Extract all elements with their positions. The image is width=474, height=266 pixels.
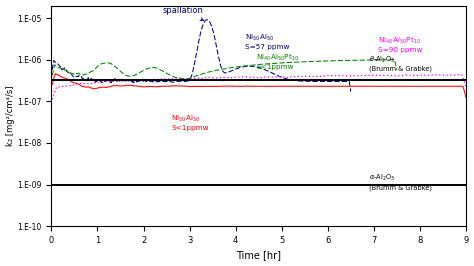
X-axis label: Time [hr]: Time [hr] [236,251,281,260]
Y-axis label: k₂ [mg²/cm⁴/s]: k₂ [mg²/cm⁴/s] [6,86,15,146]
Text: Ni$_{50}$Al$_{50}$
S<1ppmw: Ni$_{50}$Al$_{50}$ S<1ppmw [171,114,209,131]
Text: spallation: spallation [162,6,204,21]
Text: $\theta$-Al$_2$O$_3$
(Brumm & Grabke): $\theta$-Al$_2$O$_3$ (Brumm & Grabke) [369,55,432,72]
Text: Ni$_{50}$Al$_{50}$
S=57 ppmw: Ni$_{50}$Al$_{50}$ S=57 ppmw [245,32,289,50]
Text: Ni$_{40}$Al$_{50}$Pt$_{10}$
S<1ppmw: Ni$_{40}$Al$_{50}$Pt$_{10}$ S<1ppmw [256,52,300,70]
Text: Ni$_{40}$Al$_{50}$Pt$_{10}$
S=90 ppmw: Ni$_{40}$Al$_{50}$Pt$_{10}$ S=90 ppmw [378,36,423,53]
Text: $\alpha$-Al$_2$O$_3$
(Brumm & Grabke): $\alpha$-Al$_2$O$_3$ (Brumm & Grabke) [369,173,432,191]
